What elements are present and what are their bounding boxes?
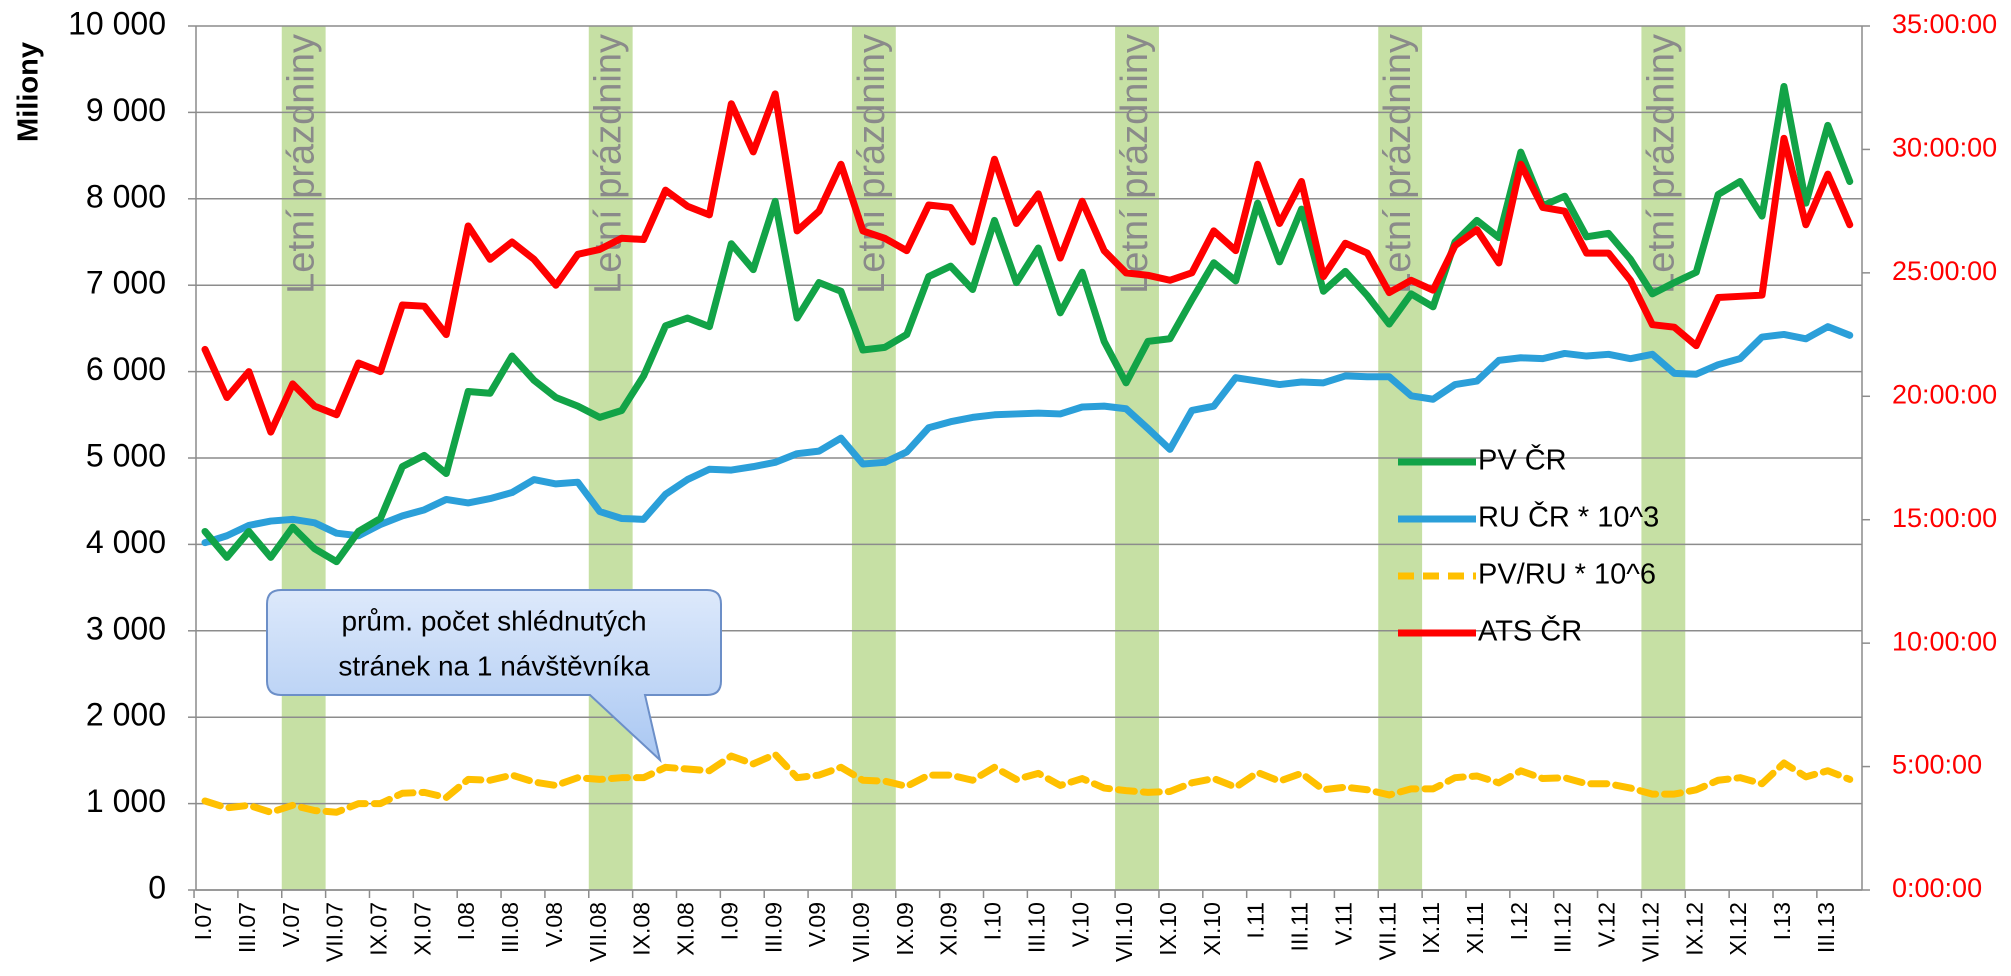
x-tick-label: I.07	[190, 902, 216, 940]
band-label: Letní prázdniny	[1640, 34, 1682, 294]
x-tick-label: I.12	[1506, 902, 1532, 940]
y-tick-label: 4 000	[86, 524, 166, 560]
x-tick-label: I.08	[453, 902, 479, 940]
x-tick-label: III.11	[1287, 902, 1313, 951]
x-tick-label: V.12	[1594, 902, 1620, 947]
y2-tick-label: 5:00:00	[1892, 750, 1982, 780]
callout-text: prům. počet shlédnutých	[341, 605, 646, 636]
x-tick-label: I.09	[716, 902, 742, 940]
x-tick-label: VII.09	[848, 902, 874, 962]
x-tick-label: XI.10	[1199, 902, 1225, 956]
x-tick-label: V.09	[804, 902, 830, 947]
y2-tick-label: 25:00:00	[1892, 256, 1997, 286]
y-tick-label: 1 000	[86, 783, 166, 819]
band-label: Letní prázdniny	[281, 34, 323, 294]
x-tick-label: XI.12	[1725, 902, 1751, 956]
y2-tick-label: 15:00:00	[1892, 503, 1997, 533]
y-tick-label: 9 000	[86, 92, 166, 128]
x-tick-label: I.10	[980, 902, 1006, 940]
y2-tick-label: 20:00:00	[1892, 379, 1997, 409]
y-tick-label: 7 000	[86, 265, 166, 301]
x-tick-label: I.13	[1769, 902, 1795, 940]
y2-tick-label: 35:00:00	[1892, 9, 1997, 39]
y-tick-label: 2 000	[86, 697, 166, 733]
band-label: Letní prázdniny	[1114, 34, 1156, 294]
y-axis-title: Miliony	[13, 42, 45, 142]
legend-label: ATS ČR	[1478, 614, 1582, 648]
x-tick-label: I.11	[1243, 902, 1269, 939]
x-tick-label: IX.09	[892, 902, 918, 956]
x-tick-label: IX.08	[629, 902, 655, 956]
grid	[196, 25, 1862, 891]
y2-tick-label: 10:00:00	[1892, 626, 1997, 656]
x-tick-label: VII.07	[322, 902, 348, 962]
x-tick-label: III.08	[497, 902, 523, 953]
y2-tick-label: 0:00:00	[1892, 873, 1982, 903]
y-tick-label: 5 000	[86, 437, 166, 473]
x-tick-label: V.11	[1330, 902, 1356, 946]
legend-label: RU ČR * 10^3	[1478, 500, 1659, 534]
x-tick-label: V.07	[278, 902, 304, 947]
x-tick-label: VII.11	[1374, 902, 1400, 960]
x-tick-label: III.10	[1023, 902, 1049, 953]
lines	[201, 82, 1854, 816]
x-tick-label: V.08	[541, 902, 567, 947]
x-tick-label: VII.12	[1637, 902, 1663, 962]
x-tick-label: IX.12	[1681, 902, 1707, 956]
axes: 0 1 000 2 000 3 000 4 000 5 000 6 000 7 000 8 00…	[68, 5, 1997, 962]
legend-label: PV/RU * 10^6	[1478, 559, 1656, 591]
band-label: Letní prázdniny	[1377, 34, 1419, 294]
x-tick-label: V.10	[1067, 902, 1093, 947]
y-tick-label: 0	[148, 869, 166, 905]
legend-label: PV ČR	[1478, 443, 1567, 477]
y-tick-label: 8 000	[86, 178, 166, 214]
x-tick-label: III.07	[234, 902, 260, 953]
band-label: Letní prázdniny	[851, 34, 893, 294]
x-tick-label: VII.08	[585, 902, 611, 962]
y-tick-label: 6 000	[86, 351, 166, 387]
y-tick-label: 3 000	[86, 610, 166, 646]
x-tick-label: IX.11	[1418, 902, 1444, 954]
x-tick-label: III.12	[1550, 902, 1576, 953]
series-line	[201, 323, 1854, 547]
callout: prům. počet shlédnutých stránek na 1 náv…	[266, 589, 722, 763]
callout-text: stránek na 1 návštěvníka	[338, 650, 650, 681]
x-tick-label: IX.07	[366, 902, 392, 956]
band-label: Letní prázdniny	[588, 34, 630, 294]
series-line	[201, 90, 1854, 436]
x-tick-label: XI.09	[936, 902, 962, 956]
x-tick-label: VII.10	[1111, 902, 1137, 962]
series-line	[201, 750, 1854, 816]
y2-tick-label: 30:00:00	[1892, 133, 1997, 163]
y-tick-label: 10 000	[68, 5, 166, 41]
x-tick-label: XI.07	[409, 902, 435, 956]
legend: PV ČR RU ČR * 10^3 PV/RU * 10^6 ATS ČR	[1398, 443, 1659, 648]
x-tick-label: III.09	[760, 902, 786, 953]
x-tick-label: IX.10	[1155, 902, 1181, 956]
x-tick-label: XI.08	[673, 902, 699, 956]
x-tick-label: III.13	[1813, 902, 1839, 953]
series-line	[201, 82, 1854, 566]
x-tick-label: XI.11	[1462, 902, 1488, 954]
callout-box	[266, 589, 722, 763]
